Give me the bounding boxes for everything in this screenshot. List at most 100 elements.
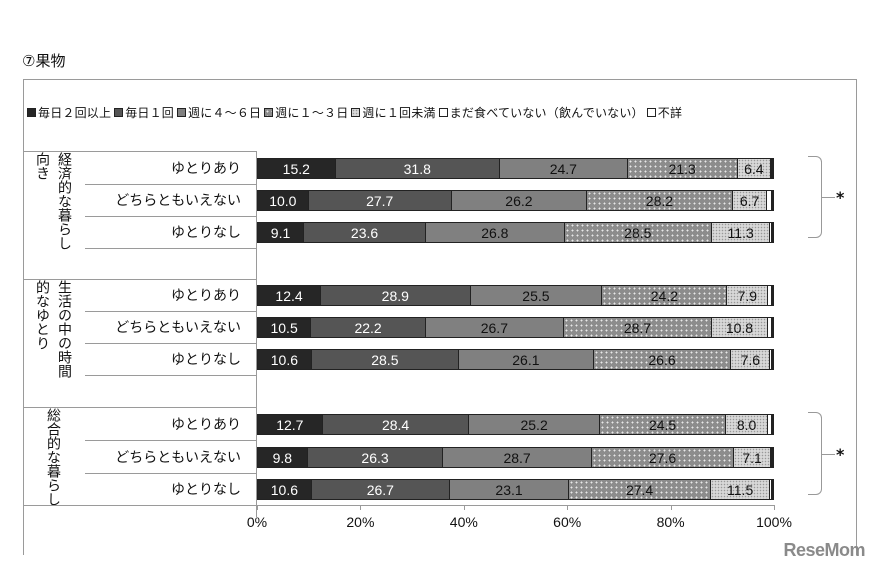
bar-segment: 24.2: [602, 285, 728, 306]
bar-segment: 21.3: [627, 158, 738, 179]
bar-segment: 8.0: [726, 414, 768, 435]
legend-item: 不詳: [646, 104, 683, 121]
group-label: 経済的な暮らし向き: [34, 152, 72, 250]
legend-item: 週に１回未満: [351, 104, 435, 121]
bar-segment: [770, 479, 772, 500]
bar-segment: 27.4: [569, 479, 711, 500]
bar-segment: 7.6: [731, 349, 771, 370]
x-tick-mark: [670, 505, 672, 510]
bar-segment: 24.7: [499, 158, 628, 179]
bar-segment: 15.2: [257, 158, 336, 179]
legend-label: 毎日１回: [125, 106, 175, 120]
row-label: どちらともいえない: [115, 193, 241, 209]
row-label: どちらともいえない: [115, 320, 241, 336]
x-tick-label: 0%: [246, 514, 268, 530]
bar-segment: 26.1: [458, 349, 594, 370]
bar-segment: 28.9: [321, 285, 471, 306]
x-tick-mark: [774, 505, 775, 510]
bar-segment: [767, 190, 772, 211]
bar-segment: [771, 479, 774, 500]
bar-segment: 11.5: [710, 479, 771, 500]
row-label: ゆとりなし: [171, 225, 241, 241]
group-label: 総合的な暮らし: [45, 408, 61, 506]
bar-segment: 28.7: [563, 317, 713, 338]
stacked-bar: 9.1 23.6 26.8 28.5 11.3: [257, 222, 774, 243]
x-tick-label: 80%: [656, 514, 685, 530]
stacked-bar: 12.4 28.9 25.5 24.2 7.9: [257, 285, 774, 306]
bar-segment: [771, 414, 774, 435]
bar-segment: [767, 317, 772, 338]
legend-item: 週に１～３日: [264, 104, 348, 121]
group-label: 生活の中の時間的なゆとり: [34, 280, 72, 378]
bar-segment: 28.4: [322, 414, 470, 435]
bar-segment: [771, 447, 774, 468]
bar-segment: [772, 349, 774, 370]
row-label: ゆとりなし: [171, 352, 241, 368]
legend-label: 週に４～６日: [188, 106, 262, 120]
bar-segment: [770, 447, 772, 468]
bar-segment: [771, 317, 774, 338]
bar-segment: [771, 158, 774, 179]
row-label: ゆとりあり: [171, 161, 241, 177]
legend-swatch-icon: [114, 108, 124, 117]
row-separator: [85, 343, 257, 344]
chart-title: ⑦果物: [22, 52, 66, 70]
legend-swatch-icon: [177, 108, 187, 117]
bar-segment: 28.5: [564, 222, 712, 243]
bar-segment: 26.6: [593, 349, 732, 370]
bar-segment: 10.8: [712, 317, 768, 338]
bar-segment: 10.6: [257, 479, 312, 500]
bar-segment: [770, 222, 772, 243]
bar-segment: [767, 414, 772, 435]
row-separator: [85, 248, 257, 249]
bar-segment: 10.5: [257, 317, 312, 338]
legend-item: まだ食べていない（飲んでいない）: [438, 104, 644, 121]
bar-segment: 27.7: [308, 190, 452, 211]
legend-swatch-icon: [351, 108, 361, 117]
legend-swatch-icon: [27, 108, 36, 117]
legend-swatch-icon: [438, 108, 448, 117]
row-label: ゆとりあり: [171, 417, 241, 433]
legend-label: 毎日２回以上: [38, 106, 112, 120]
bar-segment: 27.6: [591, 447, 735, 468]
legend-label: 不詳: [657, 106, 683, 120]
x-tick-mark: [567, 505, 569, 510]
chart-frame: [23, 79, 857, 555]
bar-segment: 23.6: [304, 222, 427, 243]
bar-segment: [771, 222, 774, 243]
legend-label: 週に１～３日: [275, 106, 349, 120]
x-tick-label: 40%: [449, 514, 478, 530]
bar-segment: 28.2: [587, 190, 733, 211]
bar-segment: 28.7: [443, 447, 592, 468]
row-label: どちらともいえない: [115, 450, 241, 466]
bar-segment: 23.1: [449, 479, 570, 500]
stacked-bar: 10.6 28.5 26.1 26.6 7.6: [257, 349, 774, 370]
bar-segment: 26.7: [425, 317, 564, 338]
legend-label: まだ食べていない（飲んでいない）: [449, 106, 644, 120]
row-label: ゆとりなし: [171, 482, 241, 498]
bar-segment: 25.2: [469, 414, 600, 435]
x-tick-label: 60%: [553, 514, 582, 530]
bar-segment: 25.5: [470, 285, 603, 306]
x-tick-mark: [360, 505, 362, 510]
bar-segment: 10.0: [257, 190, 309, 211]
x-axis: [257, 505, 774, 506]
legend-swatch-icon: [264, 108, 274, 117]
bar-segment: 28.5: [311, 349, 459, 370]
stacked-bar: 10.5 22.2 26.7 28.7 10.8: [257, 317, 774, 338]
legend-label: 週に１回未満: [362, 106, 436, 120]
stacked-bar: 10.0 27.7 26.2 28.2 6.7: [257, 190, 774, 211]
row-separator: [85, 440, 257, 441]
x-tick-mark: [257, 505, 258, 510]
significance-marker: *: [836, 188, 845, 207]
bar-segment: 24.5: [599, 414, 727, 435]
bar-segment: 11.3: [711, 222, 771, 243]
bar-segment: [770, 158, 772, 179]
bar-segment: 26.2: [451, 190, 588, 211]
significance-marker: *: [836, 444, 845, 464]
legend-item: 週に４～６日: [177, 104, 261, 121]
bar-segment: [771, 285, 774, 306]
bar-segment: [772, 190, 774, 211]
row-separator: [85, 375, 257, 376]
bar-segment: 12.4: [257, 285, 322, 306]
